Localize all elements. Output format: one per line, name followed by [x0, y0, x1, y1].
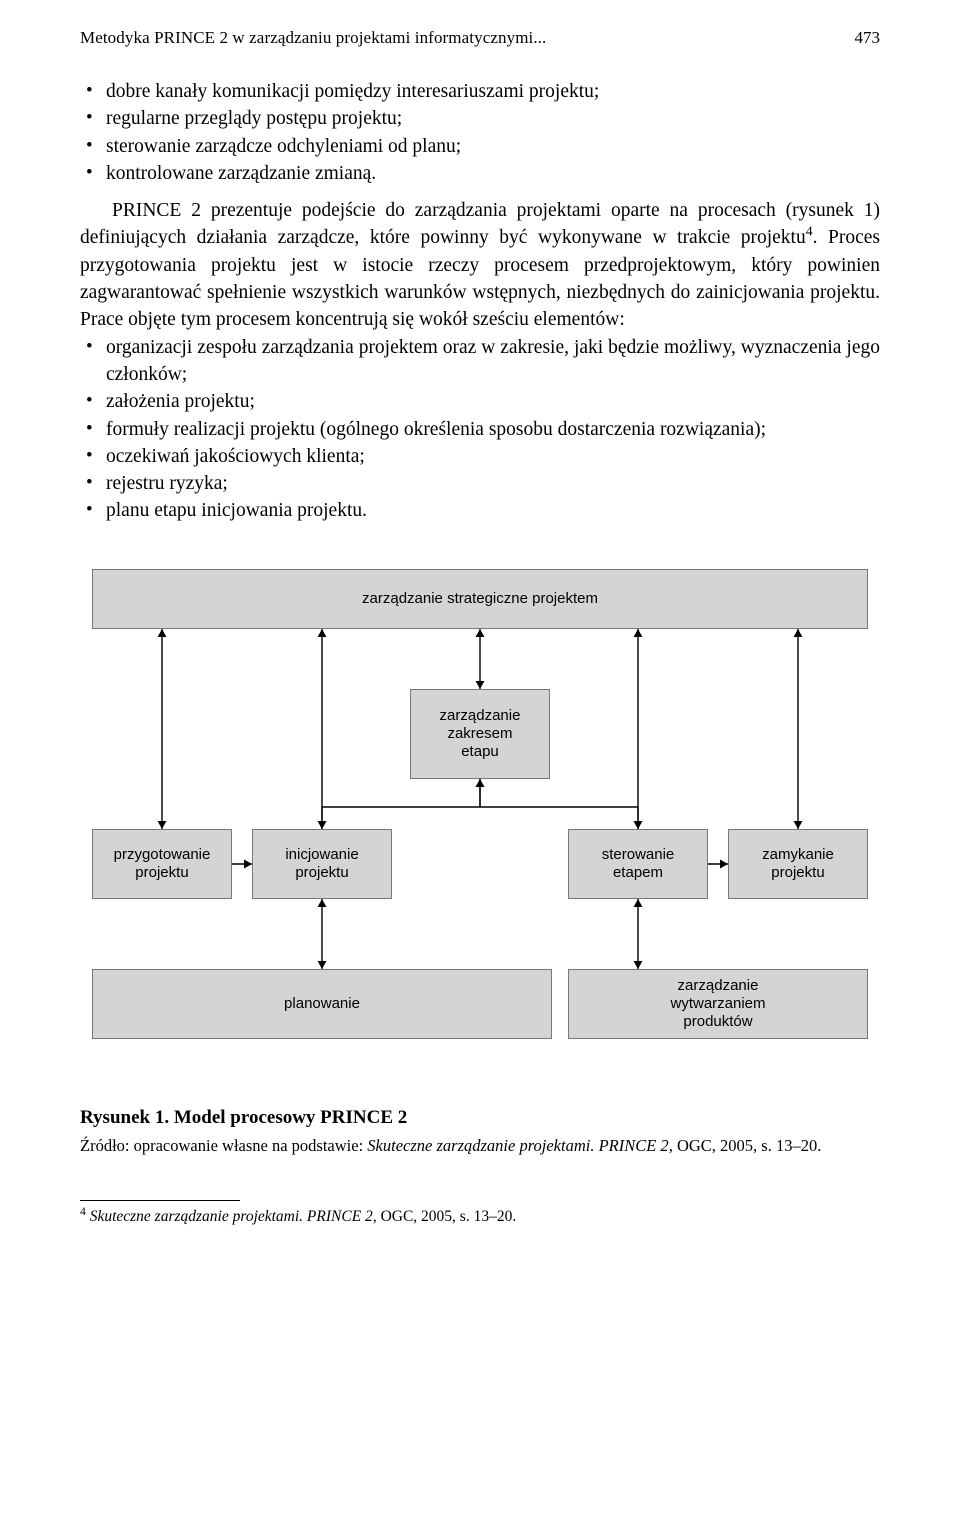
bullet-item: formuły realizacji projektu (ogólnego ok…	[80, 416, 880, 443]
bullet-item: organizacji zespołu zarządzania projekte…	[80, 334, 880, 389]
bullet-item: regularne przeglądy postępu projektu;	[80, 105, 880, 132]
footnote-rule	[80, 1200, 240, 1201]
figure-source-suffix: , OGC, 2005, s. 13–20.	[669, 1136, 822, 1155]
figure-flowchart: zarządzanie strategiczne projektem zarząd…	[80, 559, 880, 1079]
figure-source-italic: Skuteczne zarządzanie projektami. PRINCE…	[367, 1136, 668, 1155]
body-text: dobre kanały komunikacji pomiędzy intere…	[80, 78, 880, 1228]
bullet-item: założenia projektu;	[80, 388, 880, 415]
paragraph-main: PRINCE 2 prezentuje podejście do zarządz…	[80, 197, 880, 333]
figure-source-prefix: Źródło: opracowanie własne na podstawie:	[80, 1136, 367, 1155]
footnote-4: 4 Skuteczne zarządzanie projektami. PRIN…	[80, 1207, 880, 1228]
node-init: inicjowanieprojektu	[252, 829, 392, 899]
bullet-item: rejestru ryzyka;	[80, 470, 880, 497]
bullet-list-six: organizacji zespołu zarządzania projekte…	[80, 334, 880, 525]
paragraph-lead: PRINCE 2 prezentuje podejście do zarządz…	[80, 200, 880, 248]
footnote-italic: Skuteczne zarządzanie projektami. PRINCE…	[90, 1208, 373, 1225]
running-title: Metodyka PRINCE 2 w zarządzaniu projekta…	[80, 28, 546, 48]
footnote-tail: , OGC, 2005, s. 13–20.	[373, 1208, 516, 1225]
figure-caption: Rysunek 1. Model procesowy PRINCE 2	[80, 1105, 880, 1132]
bullet-item: planu etapu inicjowania projektu.	[80, 497, 880, 524]
figure-source: Źródło: opracowanie własne na podstawie:…	[80, 1135, 880, 1157]
node-steer: sterowanieetapem	[568, 829, 708, 899]
node-top: zarządzanie strategiczne projektem	[92, 569, 868, 629]
sup-ref-4: 4	[806, 224, 813, 239]
node-prod: zarządzaniewytwarzaniemproduktów	[568, 969, 868, 1039]
node-close: zamykanieprojektu	[728, 829, 868, 899]
node-scope: zarządzaniezakresemetapu	[410, 689, 550, 779]
bullet-item: kontrolowane zarządzanie zmianą.	[80, 160, 880, 187]
node-plan: planowanie	[92, 969, 552, 1039]
footnote-num: 4	[80, 1204, 86, 1217]
page-number: 473	[855, 28, 881, 48]
bullet-item: oczekiwań jakościowych klienta;	[80, 443, 880, 470]
node-prep: przygotowanieprojektu	[92, 829, 232, 899]
bullet-list-top: dobre kanały komunikacji pomiędzy intere…	[80, 78, 880, 187]
running-head: Metodyka PRINCE 2 w zarządzaniu projekta…	[80, 28, 880, 48]
bullet-item: sterowanie zarządcze odchyleniami od pla…	[80, 133, 880, 160]
bullet-item: dobre kanały komunikacji pomiędzy intere…	[80, 78, 880, 105]
